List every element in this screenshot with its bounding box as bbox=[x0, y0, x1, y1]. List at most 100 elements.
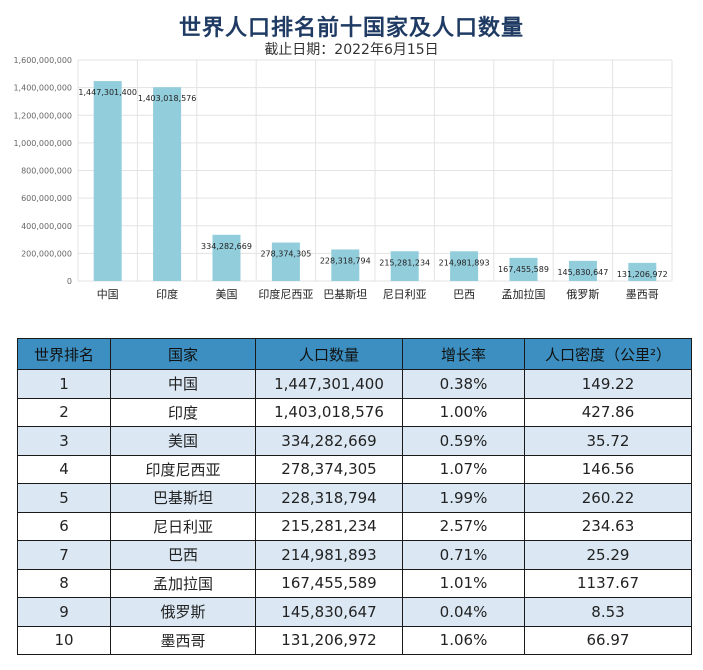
table-row: 10 墨西哥 131,206,972 1.06% 66.97 bbox=[17, 625, 692, 655]
table-header-row: 世界排名 国家 人口数量 增长率 人口密度（公里²） bbox=[17, 338, 692, 370]
y-tick-label: 1,600,000,000 bbox=[13, 56, 72, 65]
data-label: 1,447,301,400 bbox=[78, 88, 137, 97]
data-label: 145,830,647 bbox=[557, 268, 608, 277]
table-cell: 俄罗斯 bbox=[110, 597, 256, 627]
table-row: 8 孟加拉国 167,455,589 1.01% 1137.67 bbox=[17, 568, 692, 598]
table-cell: 149.22 bbox=[524, 369, 692, 399]
data-label: 334,282,669 bbox=[201, 242, 252, 251]
category-label: 美国 bbox=[216, 288, 238, 301]
table-row: 9 俄罗斯 145,830,647 0.04% 8.53 bbox=[17, 597, 692, 627]
table-cell: 8.53 bbox=[524, 597, 692, 627]
y-tick-label: 400,000,000 bbox=[21, 222, 72, 231]
table-cell: 1,403,018,576 bbox=[255, 397, 403, 427]
table-cell: 1.01% bbox=[402, 568, 525, 598]
table-cell: 孟加拉国 bbox=[110, 568, 256, 598]
table-cell: 2.57% bbox=[402, 511, 525, 541]
table-cell: 0.38% bbox=[402, 369, 525, 399]
bar bbox=[271, 242, 300, 281]
y-tick-label: 200,000,000 bbox=[21, 249, 72, 258]
category-label: 中国 bbox=[97, 288, 119, 301]
data-label: 215,281,234 bbox=[379, 258, 430, 267]
category-label: 巴西 bbox=[453, 288, 475, 301]
table-cell: 8 bbox=[17, 568, 111, 598]
table-cell: 1.99% bbox=[402, 483, 525, 513]
bar bbox=[212, 234, 241, 281]
table-cell: 25.29 bbox=[524, 540, 692, 570]
bar bbox=[93, 81, 122, 281]
bar bbox=[628, 262, 657, 281]
table-cell: 6 bbox=[17, 511, 111, 541]
category-label: 尼日利亚 bbox=[383, 288, 427, 301]
data-label: 228,318,794 bbox=[320, 256, 371, 265]
table-cell: 5 bbox=[17, 483, 111, 513]
table-row: 1 中国 1,447,301,400 0.38% 149.22 bbox=[17, 369, 692, 399]
y-tick-label: 600,000,000 bbox=[21, 194, 72, 203]
table-cell: 美国 bbox=[110, 426, 256, 456]
table-cell: 巴西 bbox=[110, 540, 256, 570]
table-cell: 0.59% bbox=[402, 426, 525, 456]
category-label: 墨西哥 bbox=[626, 288, 659, 301]
gridlines bbox=[77, 59, 673, 282]
category-label: 孟加拉国 bbox=[502, 287, 546, 301]
y-tick-label: 1,400,000,000 bbox=[13, 84, 72, 93]
table-cell: 131,206,972 bbox=[255, 625, 403, 655]
table-body: 1 中国 1,447,301,400 0.38% 149.22 2 印度 1,403,018,… bbox=[17, 369, 692, 655]
table-cell: 7 bbox=[17, 540, 111, 570]
table-row: 2 印度 1,403,018,576 1.00% 427.86 bbox=[17, 397, 692, 427]
y-tick-label: 0 bbox=[67, 277, 72, 286]
data-label: 214,981,893 bbox=[439, 258, 490, 267]
table-cell: 1.00% bbox=[402, 397, 525, 427]
table-cell: 427.86 bbox=[524, 397, 692, 427]
table-cell: 1.06% bbox=[402, 625, 525, 655]
table-row: 7 巴西 214,981,893 0.71% 25.29 bbox=[17, 540, 692, 570]
table-cell: 215,281,234 bbox=[255, 511, 403, 541]
table-cell: 中国 bbox=[110, 369, 256, 399]
table-cell: 1 bbox=[17, 369, 111, 399]
table-cell: 1137.67 bbox=[524, 568, 692, 598]
bar bbox=[568, 260, 597, 281]
bar bbox=[390, 251, 419, 281]
table-header-cell: 人口数量 bbox=[255, 338, 403, 370]
table-cell: 10 bbox=[17, 625, 111, 655]
table-cell: 0.71% bbox=[402, 540, 525, 570]
table-cell: 260.22 bbox=[524, 483, 692, 513]
table-row: 3 美国 334,282,669 0.59% 35.72 bbox=[17, 426, 692, 456]
table-cell: 2 bbox=[17, 397, 111, 427]
population-bar-chart: 0 200,000,000 400,000,000 600,000,000 800,00… bbox=[13, 56, 673, 301]
table-cell: 1.07% bbox=[402, 454, 525, 484]
table-cell: 尼日利亚 bbox=[110, 511, 256, 541]
table-cell: 印度尼西亚 bbox=[110, 454, 256, 484]
y-tick-label: 1,200,000,000 bbox=[13, 111, 72, 120]
table-cell: 66.97 bbox=[524, 625, 692, 655]
table-cell: 35.72 bbox=[524, 426, 692, 456]
table-header-cell: 国家 bbox=[110, 338, 256, 370]
table-cell: 234.63 bbox=[524, 511, 692, 541]
table-cell: 巴基斯坦 bbox=[110, 483, 256, 513]
x-axis-categories: 中国 印度 美国 印度尼西亚 巴基斯坦 尼日利亚 巴西 孟加拉国 俄罗斯 墨西哥 bbox=[97, 287, 659, 301]
bar bbox=[331, 249, 360, 281]
table-header-cell: 增长率 bbox=[402, 338, 525, 370]
table-cell: 3 bbox=[17, 426, 111, 456]
table-cell: 334,282,669 bbox=[255, 426, 403, 456]
chart-title: 世界人口排名前十国家及人口数量 bbox=[178, 16, 524, 41]
category-label: 印度 bbox=[156, 287, 178, 301]
table-cell: 印度 bbox=[110, 397, 256, 427]
y-axis-ticks: 0 200,000,000 400,000,000 600,000,000 800,00… bbox=[13, 56, 72, 286]
table-cell: 墨西哥 bbox=[110, 625, 256, 655]
table-cell: 4 bbox=[17, 454, 111, 484]
table-header-cell: 人口密度（公里²） bbox=[524, 338, 692, 370]
bar bbox=[153, 87, 182, 281]
data-label: 131,206,972 bbox=[617, 270, 668, 279]
bars bbox=[93, 81, 657, 281]
chart-subtitle: 截止日期：2022年6月15日 bbox=[264, 42, 439, 58]
data-label: 278,374,305 bbox=[260, 250, 311, 259]
data-label: 1,403,018,576 bbox=[138, 94, 197, 103]
table-cell: 1,447,301,400 bbox=[255, 369, 403, 399]
table-cell: 9 bbox=[17, 597, 111, 627]
table-cell: 0.04% bbox=[402, 597, 525, 627]
table-row: 5 巴基斯坦 228,318,794 1.99% 260.22 bbox=[17, 483, 692, 513]
table-cell: 146.56 bbox=[524, 454, 692, 484]
table-cell: 167,455,589 bbox=[255, 568, 403, 598]
table-cell: 214,981,893 bbox=[255, 540, 403, 570]
